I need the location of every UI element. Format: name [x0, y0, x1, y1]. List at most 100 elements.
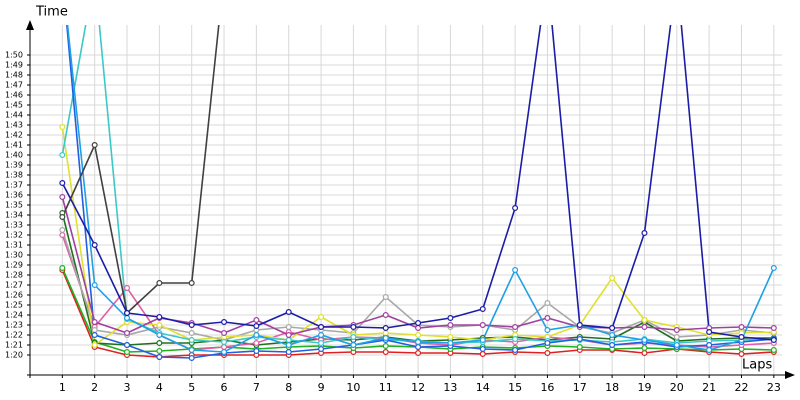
point: [91, 327, 98, 334]
point: [59, 152, 66, 159]
point: [253, 323, 260, 330]
point: [188, 280, 195, 287]
point: [253, 332, 260, 339]
point: [544, 315, 551, 322]
point: [59, 214, 66, 221]
point: [479, 337, 486, 344]
point: [188, 355, 195, 362]
point: [641, 317, 648, 324]
point: [415, 344, 422, 351]
y-tick-label: 1:44: [5, 111, 23, 120]
y-arrow: [26, 20, 34, 30]
x-tick-label: 6: [221, 381, 228, 394]
y-tick-label: 1:35: [5, 201, 23, 210]
point: [221, 319, 228, 326]
point: [156, 280, 163, 287]
point: [59, 227, 66, 234]
point: [156, 354, 163, 361]
point: [91, 319, 98, 326]
y-tick-label: 1:45: [5, 101, 23, 110]
y-tick-label: 1:36: [5, 191, 23, 200]
x-tick-label: 22: [734, 381, 748, 394]
point: [576, 336, 583, 343]
y-tick-label: 1:30: [5, 251, 23, 260]
point: [673, 342, 680, 349]
y-tick-label: 1:26: [5, 291, 23, 300]
point: [609, 332, 616, 339]
point: [706, 347, 713, 354]
point: [415, 325, 422, 332]
point: [221, 344, 228, 351]
point: [382, 343, 389, 350]
point: [318, 324, 325, 331]
point: [156, 340, 163, 347]
point: [59, 265, 66, 272]
point: [285, 324, 292, 331]
point: [156, 322, 163, 329]
point: [738, 334, 745, 341]
lines: [59, 25, 777, 362]
point: [91, 282, 98, 289]
point: [156, 332, 163, 339]
x-tick-label: 16: [540, 381, 554, 394]
point: [59, 123, 66, 130]
x-tick-label: 13: [443, 381, 457, 394]
point: [447, 315, 454, 322]
x-tick-label: 8: [285, 381, 292, 394]
point: [221, 330, 228, 337]
x-tick-label: 17: [573, 381, 587, 394]
point: [188, 330, 195, 337]
point: [59, 194, 66, 201]
point: [512, 205, 519, 212]
point: [318, 346, 325, 353]
y-tick-label: 1:42: [5, 131, 23, 140]
point: [59, 232, 66, 239]
point: [156, 348, 163, 355]
y-axis-label: Time: [35, 5, 68, 20]
point: [479, 351, 486, 358]
x-tick-label: 2: [91, 381, 98, 394]
x-axis-label: Laps: [742, 358, 772, 373]
point: [253, 340, 260, 347]
point: [544, 300, 551, 307]
y-tick-label: 1:34: [5, 211, 23, 220]
y-tick-label: 1:37: [5, 181, 23, 190]
point: [285, 337, 292, 344]
x-tick-label: 11: [379, 381, 393, 394]
x-tick-label: 19: [637, 381, 651, 394]
point: [447, 334, 454, 341]
point: [641, 350, 648, 357]
point: [512, 267, 519, 274]
point: [576, 322, 583, 329]
point: [770, 325, 777, 332]
point: [544, 327, 551, 334]
point: [415, 332, 422, 339]
point: [124, 285, 131, 292]
x-tick-label: 9: [318, 381, 325, 394]
point: [770, 347, 777, 354]
point: [124, 315, 131, 322]
y-tick-label: 1:47: [5, 81, 23, 90]
series-line: [61, 25, 220, 315]
point: [544, 350, 551, 357]
x-tick-label: 21: [702, 381, 716, 394]
point: [609, 342, 616, 349]
y-tick-label: 1:23: [5, 321, 23, 330]
point: [91, 242, 98, 249]
x-tick-label: 23: [767, 381, 781, 394]
point: [124, 330, 131, 337]
x-tick-label: 3: [124, 381, 131, 394]
y-tick-label: 1:31: [5, 241, 23, 250]
point: [706, 342, 713, 349]
point: [382, 349, 389, 356]
point: [479, 346, 486, 353]
point: [91, 332, 98, 339]
point: [318, 340, 325, 347]
point: [641, 337, 648, 344]
y-tick-label: 1:49: [5, 61, 23, 70]
point: [382, 335, 389, 342]
y-tick-label: 1:24: [5, 311, 23, 320]
y-tick-label: 1:48: [5, 71, 23, 80]
point: [124, 349, 131, 356]
point: [156, 314, 163, 321]
